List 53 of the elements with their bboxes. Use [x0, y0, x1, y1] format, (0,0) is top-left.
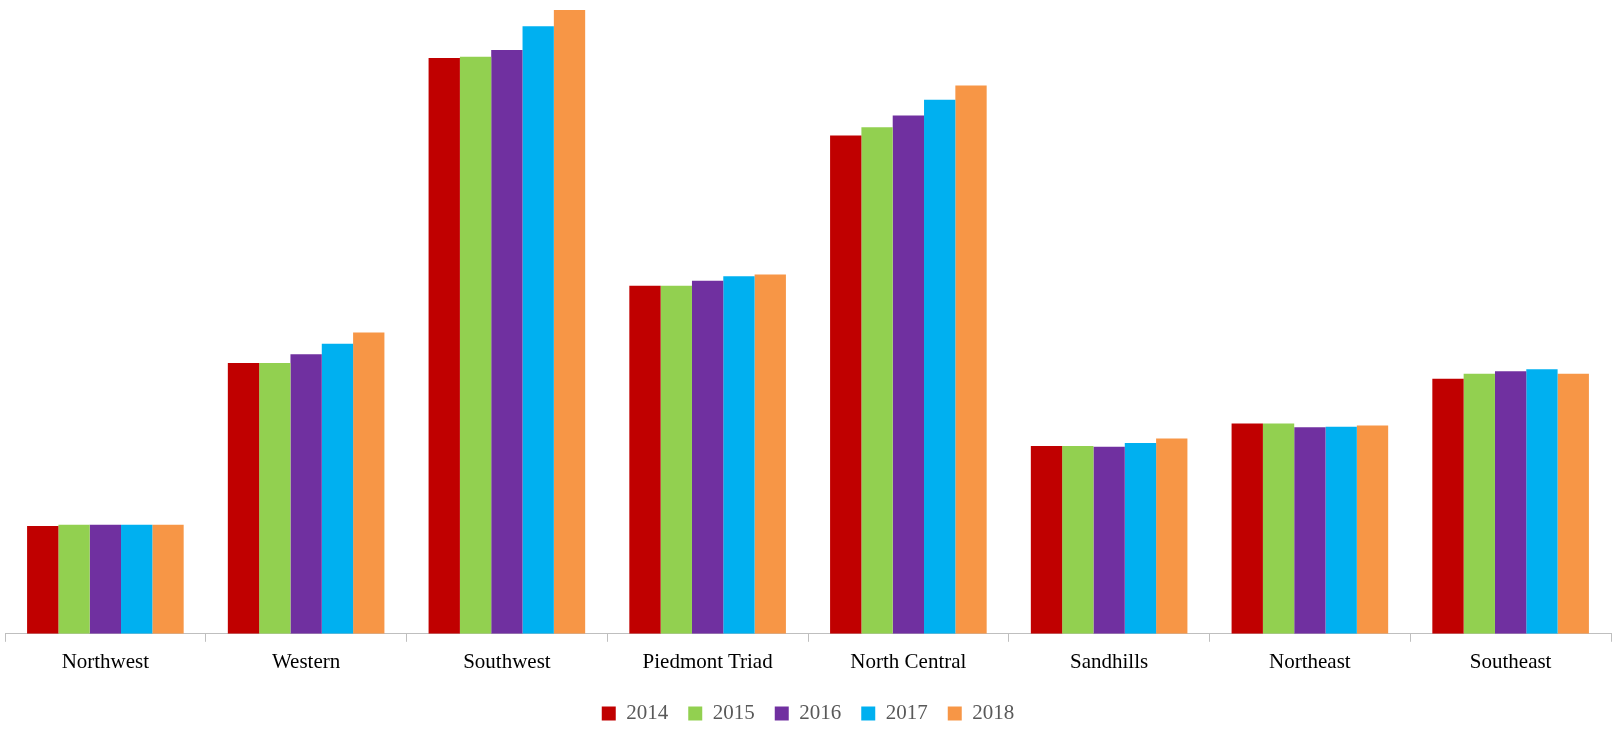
- legend-label: 2014: [626, 700, 669, 725]
- bar: [89, 524, 122, 634]
- bar: [1325, 426, 1357, 634]
- bar: [290, 354, 322, 634]
- bar: [1432, 378, 1464, 634]
- x-tick-label: Sandhills: [1070, 648, 1149, 673]
- bar: [691, 280, 724, 634]
- bar: [321, 343, 354, 634]
- bar: [723, 276, 755, 634]
- bar: [861, 127, 893, 634]
- x-tick-label: North Central: [850, 648, 967, 673]
- bar: [121, 524, 153, 634]
- bar: [491, 49, 523, 634]
- x-tick-label: Western: [271, 648, 341, 673]
- bar: [1156, 438, 1188, 634]
- bar: [629, 285, 661, 634]
- legend-label: 2015: [712, 700, 755, 725]
- x-tick-label: Southwest: [463, 648, 551, 673]
- x-tick-label: Piedmont Triad: [642, 648, 774, 673]
- legend-label: 2018: [972, 700, 1015, 725]
- bar: [1526, 369, 1558, 634]
- bar: [58, 524, 90, 634]
- x-tick-label: Southeast: [1469, 648, 1552, 673]
- bar: [1062, 446, 1094, 634]
- bar: [1124, 442, 1157, 634]
- bar: [1356, 425, 1389, 634]
- bar: [1231, 423, 1263, 634]
- x-tick-label: Northeast: [1269, 648, 1351, 673]
- bar: [892, 115, 925, 634]
- bar: [27, 525, 59, 634]
- bar: [660, 285, 692, 634]
- bar: [754, 274, 786, 634]
- bar: [152, 524, 184, 634]
- bar: [1463, 373, 1495, 634]
- bar: [1494, 371, 1527, 634]
- bar: [259, 363, 291, 634]
- bar: [1262, 423, 1295, 634]
- bar: [522, 26, 554, 634]
- bar: [955, 85, 987, 634]
- bar: [830, 135, 862, 634]
- bar: [459, 56, 492, 634]
- bar: [1294, 427, 1326, 634]
- bar: [924, 99, 956, 634]
- bar: [553, 10, 586, 634]
- bar: [428, 58, 460, 634]
- legend-label: 2016: [799, 700, 842, 725]
- bar: [1557, 373, 1589, 634]
- legend-label: 2017: [885, 700, 928, 725]
- x-tick-label: Northwest: [61, 648, 150, 673]
- bar: [1093, 446, 1125, 634]
- bar: [227, 363, 260, 634]
- bar: [353, 332, 385, 634]
- bar: [1030, 446, 1063, 634]
